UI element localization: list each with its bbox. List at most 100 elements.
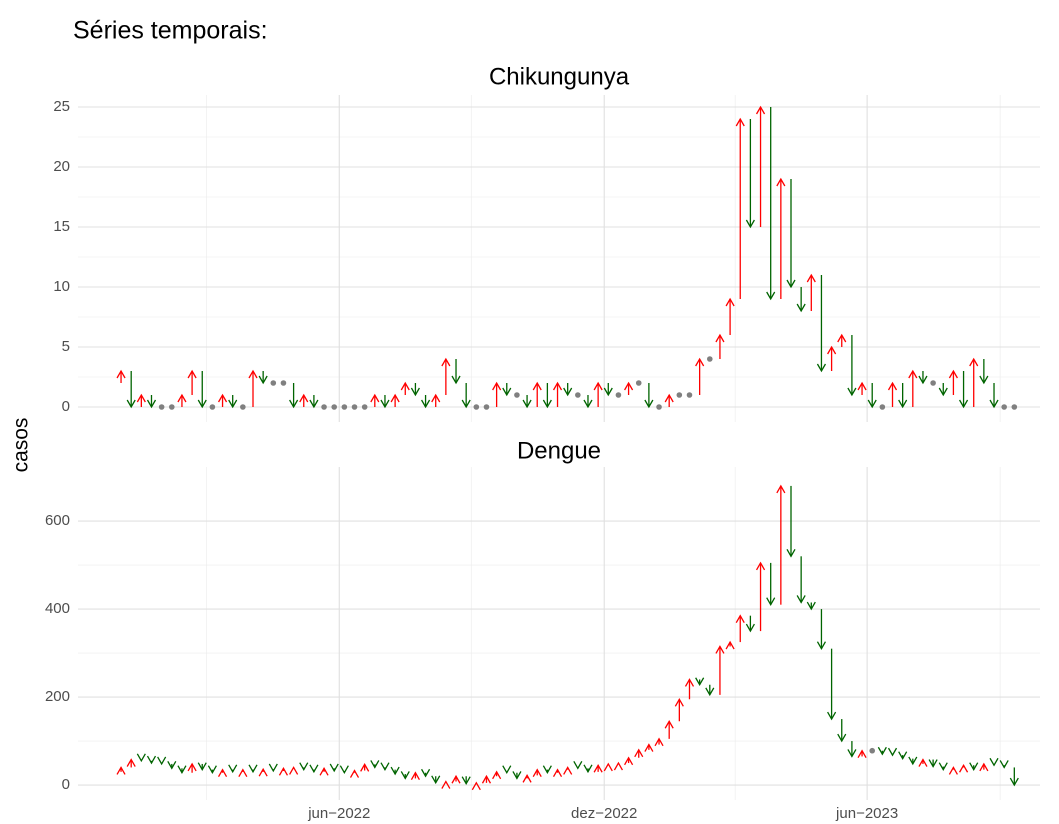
change-arrow — [593, 381, 603, 407]
arrow-head — [877, 746, 887, 756]
change-arrow — [624, 756, 634, 766]
arrow-head — [451, 375, 461, 385]
arrow-head — [563, 766, 573, 775]
change-arrow — [461, 383, 471, 409]
change-arrow — [674, 697, 684, 722]
arrow-head — [887, 747, 898, 757]
arrow-head — [928, 759, 938, 768]
change-arrow — [938, 383, 948, 397]
no-change-dot — [240, 404, 246, 410]
change-arrow — [837, 333, 847, 347]
change-arrow — [400, 771, 410, 780]
change-arrow — [898, 383, 908, 409]
arrow-head — [938, 387, 948, 397]
y-tick-label: 200 — [45, 688, 70, 705]
arrow-head — [806, 273, 816, 283]
arrow-head — [370, 760, 380, 769]
change-arrow — [339, 765, 349, 775]
y-tick-label: 400 — [45, 600, 70, 617]
arrow-head — [492, 381, 502, 391]
arrow-head — [908, 756, 918, 766]
change-arrow — [522, 395, 532, 409]
change-arrow — [776, 484, 786, 605]
no-change-dot — [879, 404, 886, 410]
change-arrow — [451, 774, 461, 784]
change-arrow — [847, 335, 857, 397]
arrow-head — [583, 764, 593, 774]
change-arrow — [654, 737, 664, 747]
change-arrow — [948, 369, 958, 395]
change-arrow — [715, 645, 725, 695]
change-arrow — [918, 371, 928, 385]
change-arrow — [725, 297, 735, 335]
arrow-head — [776, 177, 786, 187]
arrow-head — [725, 640, 735, 650]
change-arrow — [827, 345, 837, 371]
change-arrow — [329, 763, 339, 773]
change-arrow — [532, 768, 542, 777]
y-tick-label: 20 — [53, 158, 70, 175]
y-tick-label: 15 — [53, 218, 70, 235]
change-arrow — [552, 381, 563, 407]
arrow-head — [481, 774, 492, 784]
change-arrow — [217, 768, 228, 777]
arrow-head — [390, 393, 400, 403]
change-arrow — [786, 179, 796, 289]
no-change-dot — [869, 747, 876, 754]
no-change-dot — [706, 356, 713, 362]
change-arrow — [116, 766, 126, 775]
change-arrow — [532, 381, 542, 407]
y-tick-label: 600 — [45, 512, 70, 529]
change-arrow — [451, 359, 461, 385]
change-arrow — [542, 765, 552, 775]
change-arrow — [370, 393, 380, 407]
arrow-head — [847, 387, 857, 397]
change-arrow — [755, 105, 766, 227]
change-arrow — [502, 765, 512, 775]
arrow-head — [370, 393, 380, 403]
change-arrow — [908, 369, 918, 407]
arrow-head — [786, 279, 796, 289]
arrow-head — [806, 601, 816, 611]
arrow-head — [644, 743, 654, 752]
arrow-head — [674, 697, 684, 707]
arrow-head — [786, 548, 796, 558]
arrow-head — [542, 765, 552, 775]
arrow-head — [339, 765, 349, 775]
change-arrow — [299, 762, 309, 771]
change-arrow — [492, 381, 502, 407]
no-change-dot — [514, 392, 520, 398]
arrow-head — [796, 595, 806, 604]
y-tick-label: 25 — [53, 98, 70, 115]
arrow-head — [197, 762, 207, 771]
arrow-head — [552, 381, 563, 391]
facet-title: Chikungunya — [489, 63, 630, 90]
arrow-head — [248, 369, 258, 379]
change-arrow — [228, 395, 238, 409]
no-change-dot — [321, 404, 327, 410]
change-arrow — [624, 381, 634, 395]
change-arrow — [806, 273, 816, 311]
arrow-head — [624, 756, 634, 766]
change-arrow — [816, 609, 827, 650]
change-arrow — [877, 746, 887, 756]
arrow-head — [857, 749, 867, 759]
change-arrow — [786, 485, 796, 558]
arrow-head — [461, 776, 471, 786]
change-arrow — [725, 640, 735, 650]
arrow-head — [187, 369, 197, 379]
change-arrow — [289, 383, 299, 409]
no-change-dot — [1011, 404, 1018, 410]
arrow-head — [248, 764, 258, 774]
change-arrow — [918, 758, 928, 767]
change-arrow — [410, 383, 420, 397]
change-arrow — [776, 177, 786, 299]
arrow-head — [634, 748, 644, 758]
arrow-head — [958, 763, 969, 773]
arrow-head — [979, 375, 989, 385]
change-arrow — [126, 371, 136, 409]
arrow-head — [167, 761, 177, 770]
arrow-head — [745, 623, 755, 633]
change-arrow — [847, 741, 857, 758]
